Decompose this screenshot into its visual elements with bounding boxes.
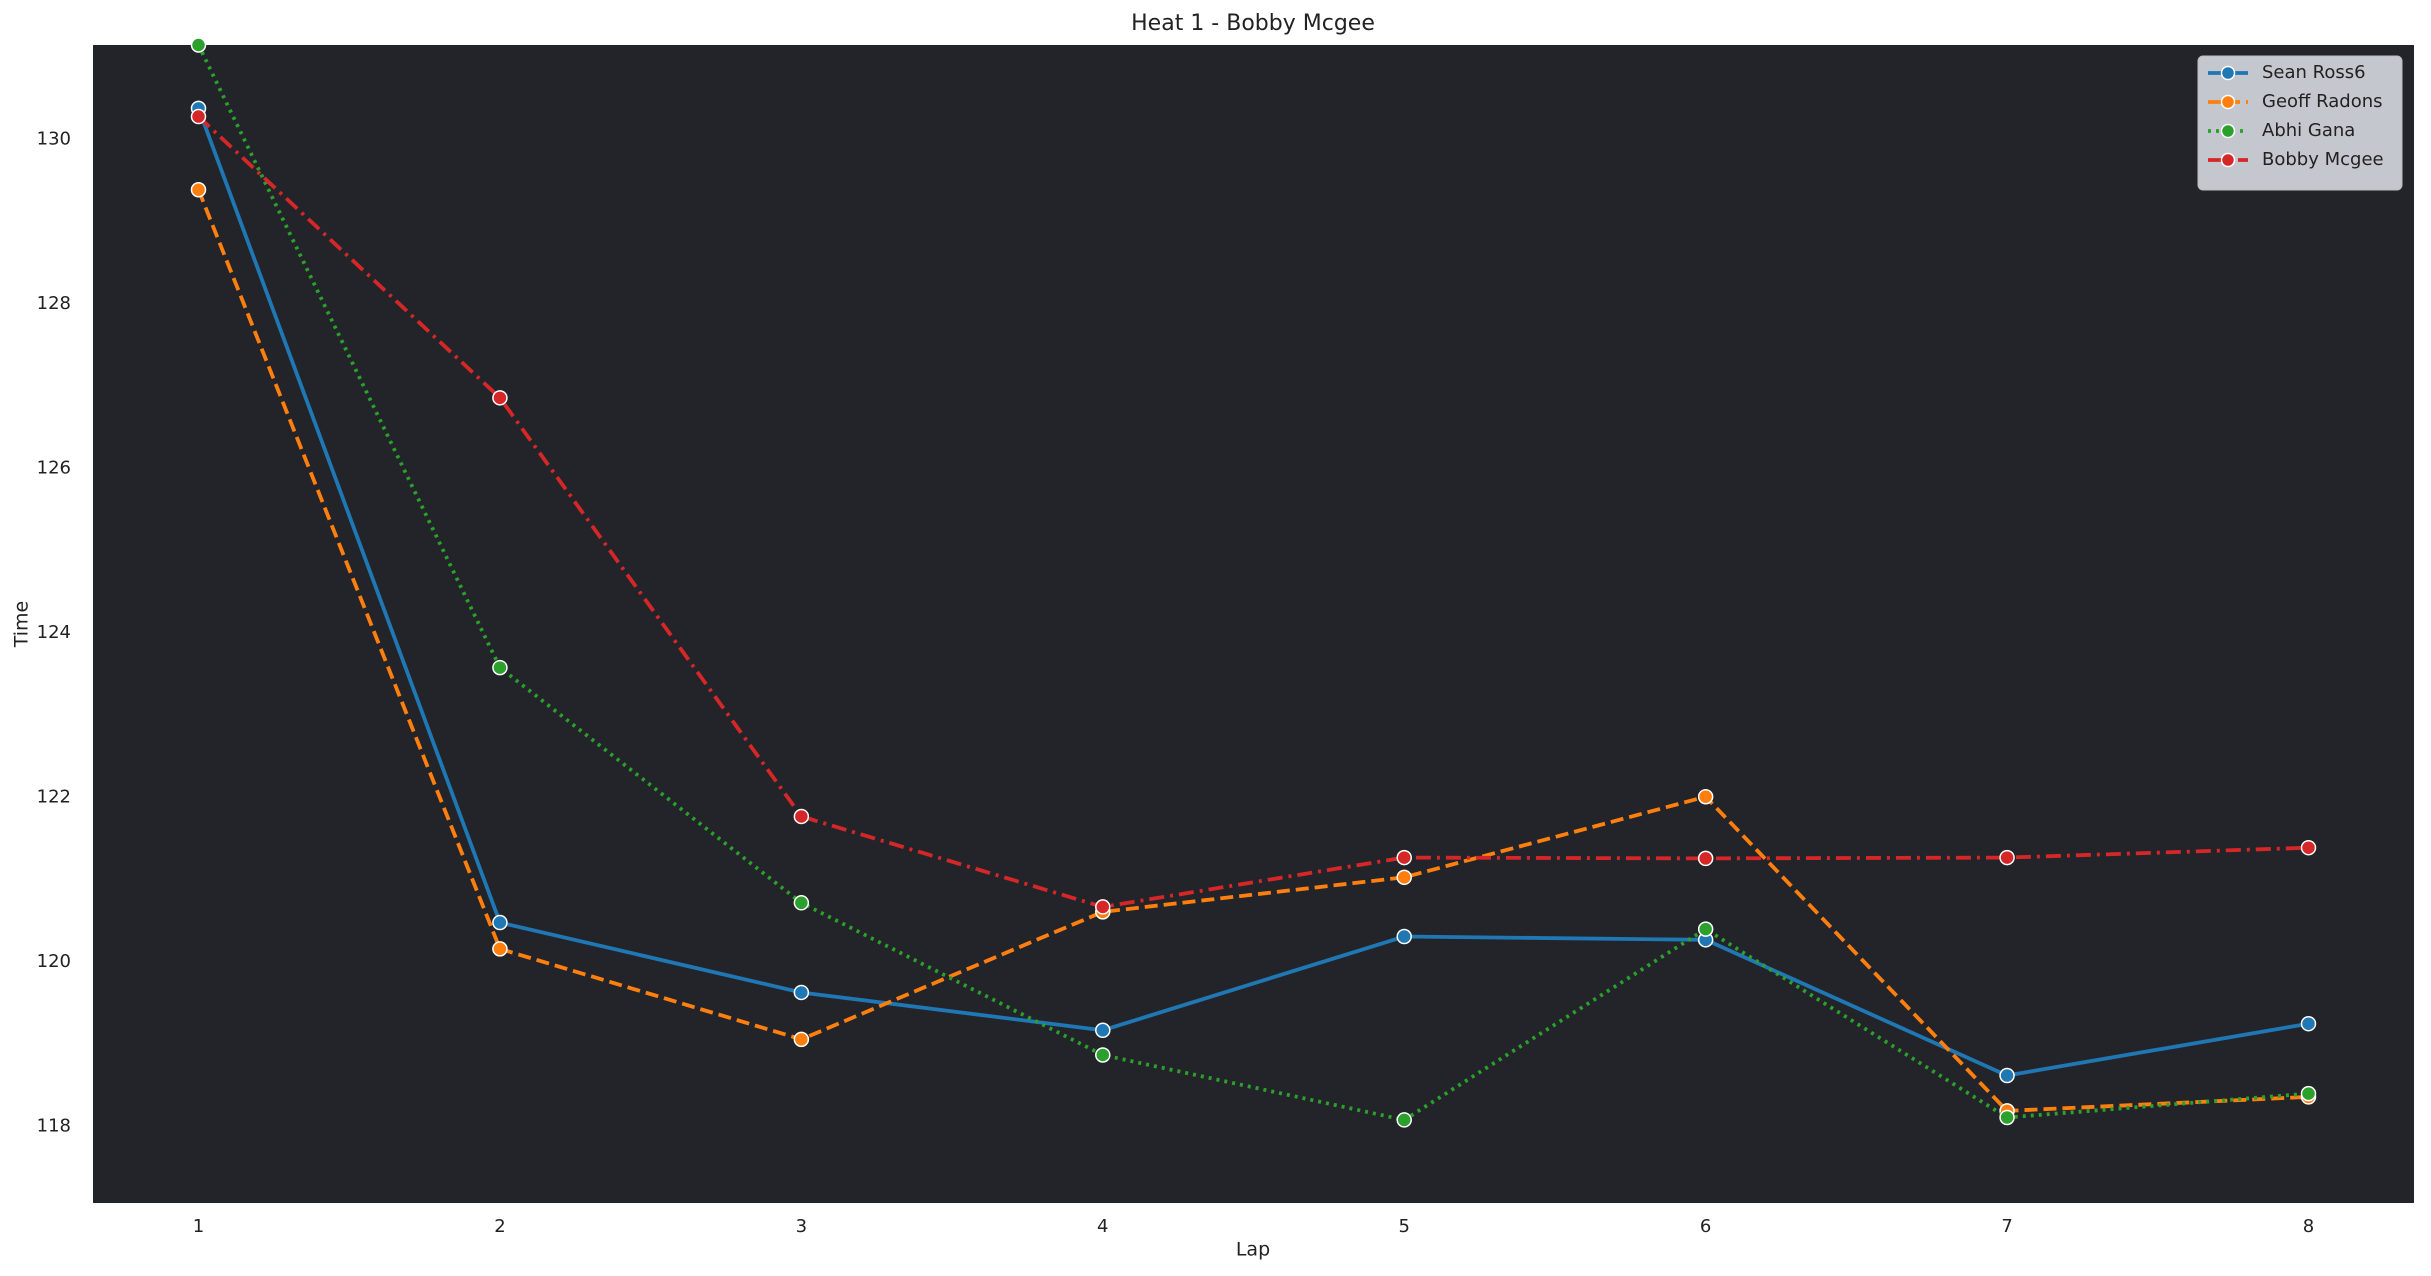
x-tick-label: 6 [1700, 1216, 1711, 1237]
data-point [190, 108, 207, 125]
x-tick-label: 7 [2001, 1216, 2012, 1237]
plot-area [93, 45, 2414, 1203]
data-point [793, 984, 810, 1001]
data-point [190, 182, 207, 198]
legend-label: Geoff Radons [2262, 91, 2383, 112]
x-tick-label: 2 [494, 1216, 505, 1237]
y-tick-label: 118 [37, 1116, 71, 1137]
data-point [1697, 788, 1714, 805]
y-tick-label: 130 [37, 129, 71, 150]
data-point [1999, 849, 2015, 866]
data-point [1396, 1112, 1412, 1128]
legend-label: Sean Ross6 [2262, 62, 2366, 83]
data-point [190, 37, 207, 53]
data-point [2300, 1015, 2317, 1032]
x-tick-label: 5 [1398, 1216, 1409, 1237]
data-point [492, 659, 508, 676]
data-point [1396, 928, 1412, 945]
legend-label: Abhi Gana [2262, 120, 2355, 141]
data-point [793, 1031, 810, 1048]
series-line [196, 107, 2309, 1078]
x-tick-label: 1 [193, 1216, 204, 1237]
data-point [793, 895, 810, 911]
x-tick-label: 4 [1097, 1216, 1108, 1237]
data-point [793, 808, 810, 825]
data-point [1095, 1022, 1111, 1039]
legend-label: Bobby Mcgee [2262, 149, 2384, 170]
y-tick-label: 124 [37, 622, 71, 643]
data-point [1697, 921, 1714, 937]
data-point [1396, 869, 1412, 886]
data-point [2300, 1085, 2317, 1102]
legend-marker [2220, 123, 2236, 139]
chart-title: Heat 1 - Bobby Mcgee [1131, 11, 1375, 36]
y-tick-label: 126 [37, 458, 71, 479]
data-point [492, 914, 508, 931]
y-tick-label: 128 [37, 293, 71, 314]
series-line [197, 115, 2309, 909]
data-point [1697, 850, 1714, 867]
x-tick-label: 3 [796, 1216, 807, 1237]
data-point [1396, 849, 1412, 866]
data-point [2300, 839, 2317, 856]
data-point [1095, 899, 1111, 915]
y-tick-label: 120 [37, 951, 71, 972]
data-point [1095, 1047, 1111, 1063]
legend-marker [2220, 65, 2236, 81]
legend-marker [2220, 94, 2236, 110]
data-point [1999, 1109, 2015, 1126]
x-axis-label: Lap [1236, 1239, 1270, 1261]
series-line [196, 189, 2309, 1113]
legend-marker [2220, 152, 2236, 168]
data-point [492, 941, 508, 957]
data-point [1999, 1067, 2015, 1084]
data-point [492, 390, 508, 406]
legend-box [2197, 55, 2403, 191]
y-tick-label: 122 [37, 787, 71, 808]
y-axis-label: Time [11, 601, 33, 649]
x-tick-label: 8 [2303, 1216, 2314, 1237]
